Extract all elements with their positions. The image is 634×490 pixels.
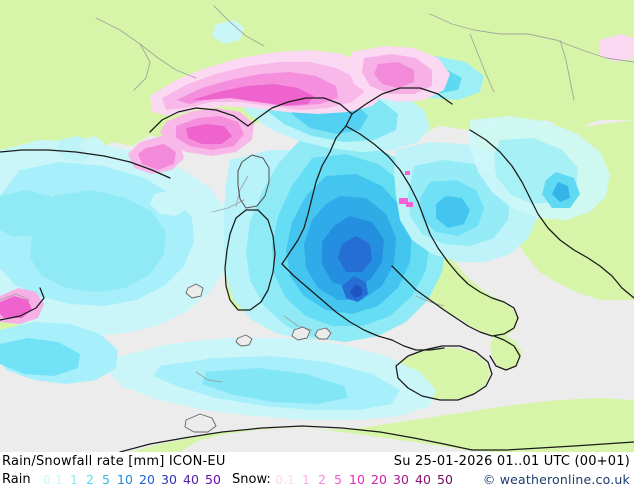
map-canvas bbox=[0, 0, 634, 452]
snow-scale-step-10: 10 bbox=[349, 472, 365, 487]
legend-row-title: Rain/Snowfall rate [mm] ICON-EU Su 25-01… bbox=[0, 452, 634, 471]
rain-scale-step-20: 20 bbox=[139, 472, 155, 487]
rain-scale-step-2: 2 bbox=[86, 472, 94, 487]
rain-scale-step-10: 10 bbox=[117, 472, 133, 487]
rain-scale-label: Rain bbox=[2, 472, 31, 487]
internal-region-borders bbox=[0, 5, 634, 383]
map-borders bbox=[0, 5, 634, 452]
snow-scale-step-5: 5 bbox=[334, 472, 342, 487]
small-islands bbox=[184, 283, 332, 433]
legend-footer: Rain/Snowfall rate [mm] ICON-EU Su 25-01… bbox=[0, 452, 634, 490]
snow-scale-step-2: 2 bbox=[318, 472, 326, 487]
snow-scale-step-0.1: 0.1 bbox=[275, 472, 295, 487]
rain-scale-step-40: 40 bbox=[183, 472, 199, 487]
forecast-datetime: Su 25-01-2026 01..01 UTC (00+01) bbox=[393, 454, 630, 469]
rain-scale-step-30: 30 bbox=[161, 472, 177, 487]
snow-scale-step-1: 1 bbox=[302, 472, 310, 487]
rain-scale-step-50: 50 bbox=[205, 472, 221, 487]
snow-scale-step-50: 50 bbox=[437, 472, 453, 487]
rain-scale-step-1: 1 bbox=[70, 472, 78, 487]
snow-scale-step-20: 20 bbox=[371, 472, 387, 487]
snow-scale-step-30: 30 bbox=[393, 472, 409, 487]
copyright-notice: © weatheronline.co.uk bbox=[482, 472, 630, 487]
snow-scale-label: Snow: bbox=[232, 472, 271, 487]
rain-color-scale[interactable]: 0.1 1 2 5 10 20 30 40 50 bbox=[40, 470, 224, 489]
rain-scale-step-5: 5 bbox=[102, 472, 110, 487]
rain-precipitation-field bbox=[0, 20, 610, 420]
national-borders bbox=[0, 87, 634, 452]
corsica-outline bbox=[237, 154, 270, 209]
precipitation-map[interactable] bbox=[0, 0, 634, 452]
snow-color-scale[interactable]: 0.1 1 2 5 10 20 30 40 50 bbox=[272, 470, 456, 489]
product-title: Rain/Snowfall rate [mm] ICON-EU bbox=[2, 454, 226, 469]
legend-row-scales: Rain 0.1 1 2 5 10 20 30 40 50 Snow: 0.1 1 2 5 10 20 30… bbox=[0, 470, 634, 489]
snow-scale-step-40: 40 bbox=[415, 472, 431, 487]
rain-scale-step-0.1: 0.1 bbox=[43, 472, 63, 487]
